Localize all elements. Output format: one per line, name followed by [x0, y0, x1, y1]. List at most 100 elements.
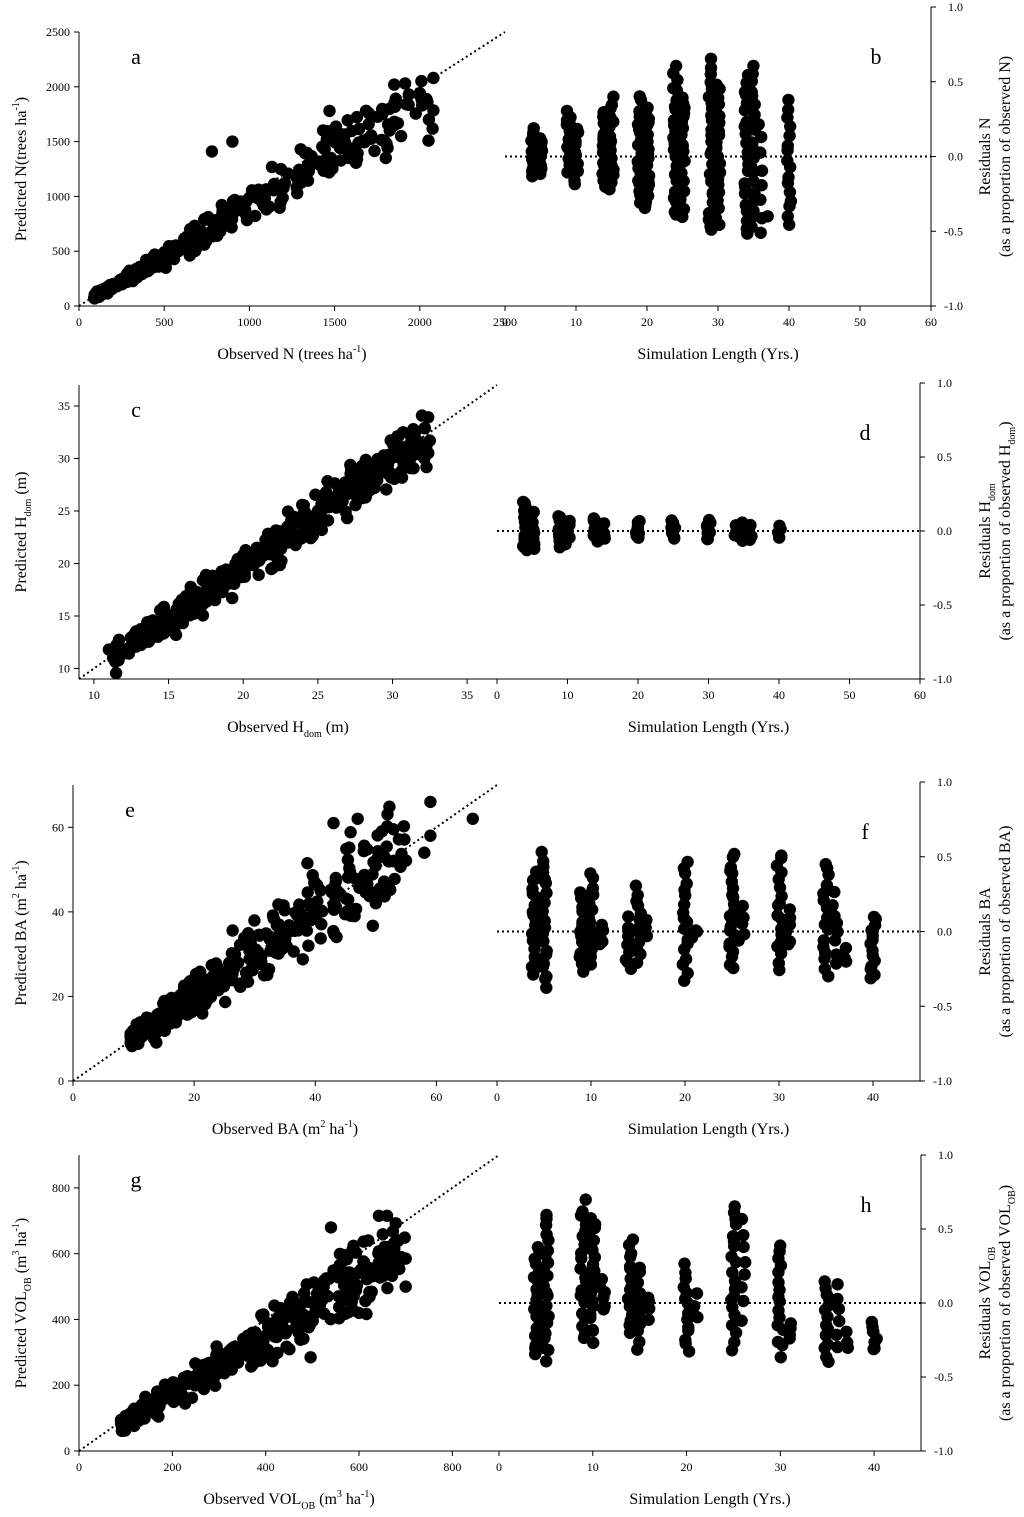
- data-point: [387, 823, 400, 836]
- data-point: [315, 918, 328, 931]
- y-tick-label: 1.0: [938, 1148, 953, 1162]
- data-point: [754, 146, 767, 159]
- data-point: [679, 952, 693, 966]
- data-point: [376, 1228, 389, 1241]
- label-part: (as a proportion of observed N): [997, 56, 1014, 257]
- data-point: [318, 154, 331, 167]
- x-tick-label: 20: [679, 1090, 691, 1104]
- y-tick-label: 1000: [46, 189, 70, 203]
- data-point: [204, 582, 217, 595]
- x-tick-label: 600: [350, 1460, 368, 1474]
- label-part: (as a proportion of observed VOL: [997, 1204, 1014, 1421]
- label-part: -1: [353, 344, 361, 355]
- data-point: [267, 938, 281, 952]
- data-point: [291, 187, 304, 200]
- data-point: [398, 77, 412, 90]
- data-point: [584, 1212, 597, 1225]
- data-point: [154, 604, 167, 617]
- data-point: [339, 892, 353, 905]
- x-tick-label: 2000: [408, 315, 432, 329]
- x-axis-title: Simulation Length (Yrs.): [629, 1491, 790, 1508]
- data-point: [301, 857, 314, 870]
- label-part: (m): [322, 719, 349, 736]
- label-part: Predicted VOL: [13, 1291, 30, 1388]
- data-point: [626, 1233, 640, 1246]
- data-point: [537, 855, 550, 868]
- data-point: [301, 886, 314, 899]
- data-point: [415, 74, 428, 88]
- label-part: -1: [344, 1119, 352, 1130]
- label-part: 3: [337, 1489, 342, 1500]
- data-point: [537, 1279, 550, 1293]
- data-point: [784, 194, 798, 208]
- data-point: [629, 879, 643, 892]
- data-point: [304, 1351, 317, 1364]
- y-tick-label: 0: [64, 299, 70, 313]
- data-point: [381, 808, 394, 821]
- data-point: [130, 262, 143, 276]
- data-point: [774, 1351, 787, 1364]
- y-axis-title: Residuals Hdom: [977, 483, 998, 579]
- y-tick-label: 0.0: [948, 150, 963, 164]
- data-point: [252, 568, 265, 582]
- data-point: [531, 1241, 545, 1254]
- data-point: [392, 430, 405, 443]
- data-point: [678, 154, 691, 168]
- label-part: Predicted BA (m: [13, 898, 30, 1006]
- data-point: [165, 991, 178, 1005]
- data-point: [689, 924, 702, 937]
- x-tick-label: 0: [76, 315, 82, 329]
- x-tick-label: 20: [237, 688, 249, 702]
- data-point: [622, 921, 635, 934]
- data-point: [709, 211, 723, 225]
- data-point: [154, 615, 167, 628]
- x-axis-title: Simulation Length (Yrs.): [628, 719, 789, 736]
- panel-f: 0 10 20 30 40 -1.0 -0.5 0.0 0.5 1.0 f Simulation Le…: [494, 775, 1014, 1138]
- x-tick-label: 1000: [237, 315, 261, 329]
- label-part: (as a proportion of observed BA): [997, 826, 1014, 1038]
- data-point: [754, 193, 767, 206]
- data-point: [597, 517, 611, 530]
- data-point: [725, 1250, 738, 1264]
- data-point: [311, 902, 324, 915]
- data-point: [297, 499, 310, 512]
- x-tick-label: 30: [712, 315, 724, 329]
- data-point: [195, 233, 208, 246]
- data-point: [755, 179, 768, 192]
- label-part: -1: [11, 866, 22, 874]
- y-tick-label: 800: [52, 1181, 70, 1195]
- data-point: [735, 1314, 748, 1327]
- data-point: [782, 171, 795, 184]
- data-point: [427, 104, 440, 117]
- data-point: [394, 860, 407, 873]
- data-point: [642, 1291, 655, 1305]
- data-point: [604, 111, 617, 124]
- data-point: [343, 861, 356, 875]
- data-point: [368, 144, 381, 158]
- y-axis-subtitle: (as a proportion of observed VOLOB): [997, 1185, 1018, 1421]
- data-point: [257, 199, 270, 212]
- data-point: [344, 826, 357, 839]
- data-point: [371, 829, 384, 842]
- data-point: [422, 134, 435, 147]
- data-point: [402, 88, 415, 101]
- x-tick-label: 50: [844, 688, 856, 702]
- data-point: [831, 1278, 844, 1291]
- data-point: [745, 85, 758, 99]
- y-tick-label: -1.0: [933, 1074, 952, 1088]
- data-point: [196, 979, 210, 993]
- y-tick-label: 0.0: [938, 1296, 953, 1310]
- data-point: [248, 551, 261, 565]
- x-tick-label: 2500: [493, 315, 517, 329]
- data-point: [540, 1299, 553, 1312]
- data-point: [633, 1261, 646, 1275]
- data-point: [178, 595, 191, 608]
- data-point: [219, 995, 232, 1009]
- data-point: [735, 1212, 749, 1226]
- data-point: [131, 1412, 145, 1425]
- data-point: [358, 839, 371, 852]
- data-point: [631, 1276, 645, 1289]
- data-point: [341, 114, 354, 127]
- data-point: [772, 956, 785, 970]
